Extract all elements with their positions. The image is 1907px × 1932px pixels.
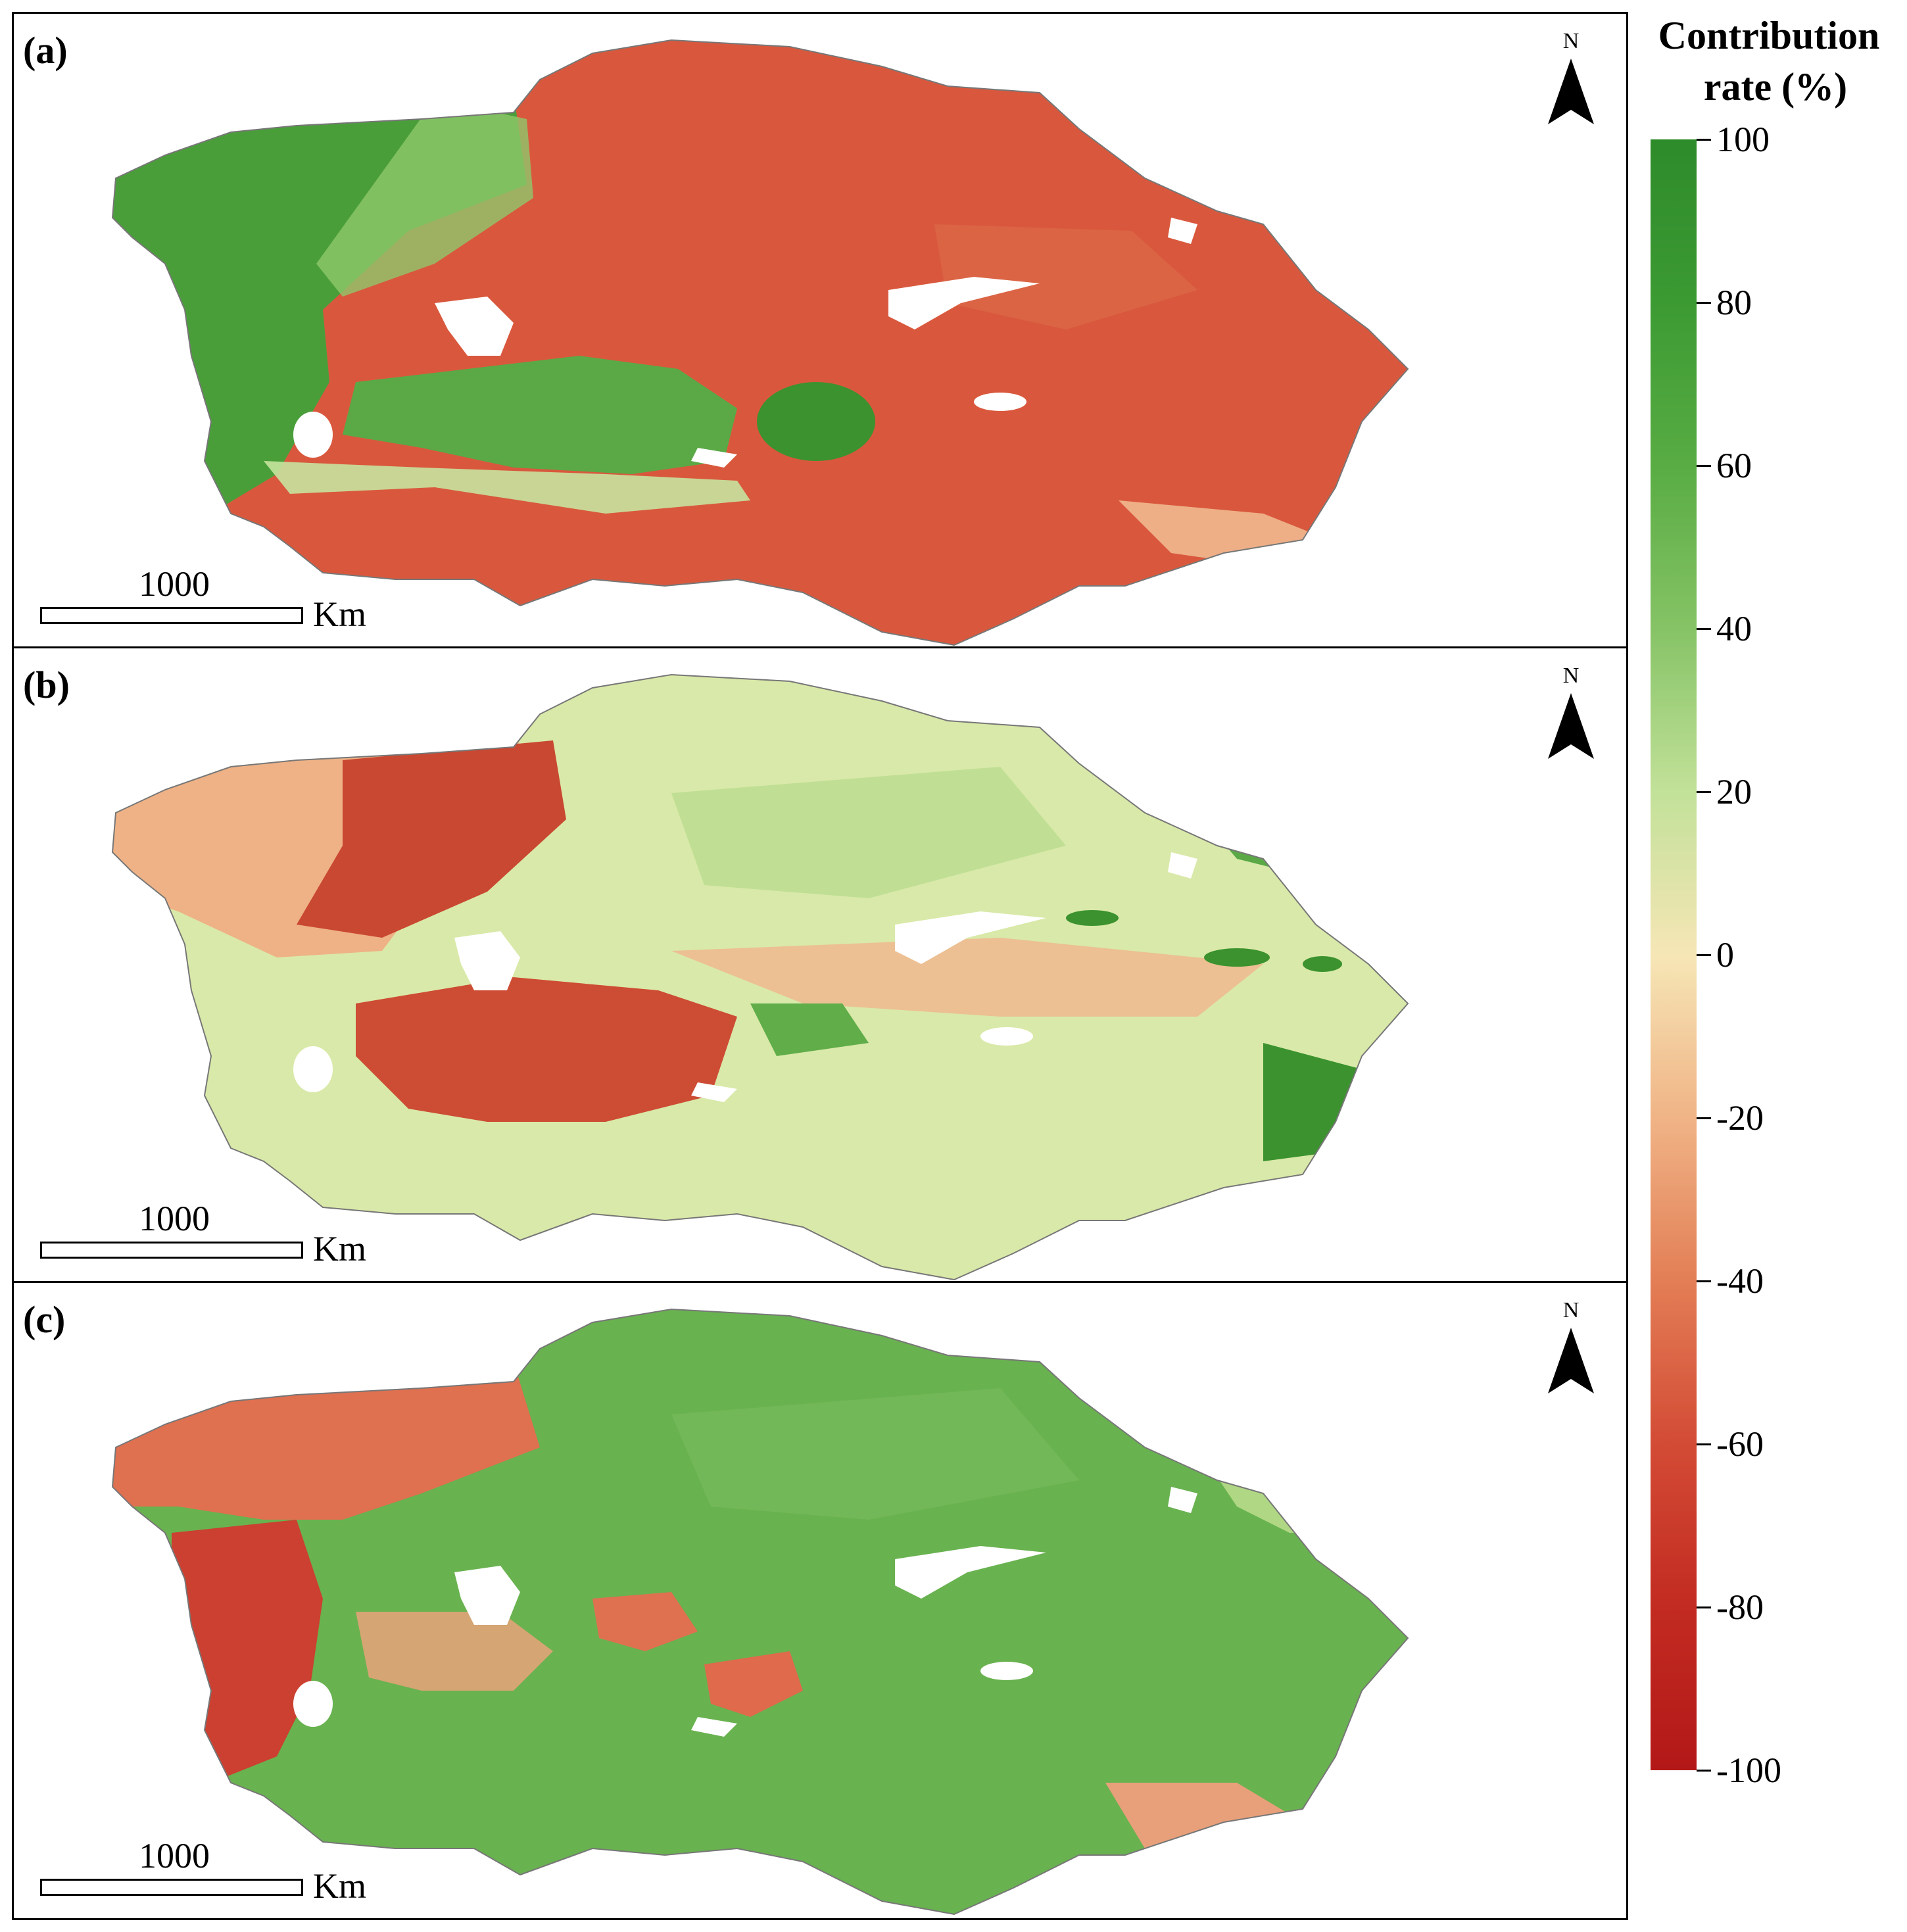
colorbar-tick-label: -100	[1716, 1751, 1781, 1790]
colorbar-tick-label: 60	[1716, 446, 1752, 485]
water-bodies	[293, 218, 1197, 468]
colorbar-tick	[1697, 1280, 1711, 1282]
scale-bar-rect	[40, 1879, 303, 1896]
colorbar-tick-label: -40	[1716, 1261, 1764, 1301]
map-a-raster	[111, 39, 1409, 646]
north-arrow-a: N	[1545, 28, 1597, 133]
north-letter: N	[1562, 1298, 1580, 1322]
scale-bar-unit: Km	[313, 1866, 366, 1906]
colorbar-tick-label: 100	[1716, 120, 1770, 159]
colorbar-tick-label: 80	[1716, 283, 1752, 322]
color-legend: Contribution rate (%) 100 80 60 40 20 0 -20 -40…	[1637, 0, 1907, 1932]
colorbar-tick	[1697, 1606, 1711, 1608]
scale-bar-unit: Km	[313, 594, 366, 634]
scale-bar-value: 1000	[139, 1199, 210, 1238]
colorbar-tick-label: 20	[1716, 772, 1752, 811]
north-letter: N	[1562, 664, 1580, 688]
panel-label-c: (c)	[23, 1298, 66, 1341]
scale-bar-rect	[40, 1242, 303, 1259]
north-letter: N	[1562, 29, 1580, 53]
colorbar-tick-label: -80	[1716, 1587, 1764, 1627]
scale-bar-value: 1000	[139, 564, 210, 604]
colorbar-tick-label: -60	[1716, 1424, 1764, 1464]
colorbar-tick-label: -20	[1716, 1098, 1764, 1138]
colorbar-tick	[1697, 302, 1711, 304]
colorbar-tick	[1697, 1770, 1711, 1772]
north-arrow-b: N	[1545, 663, 1597, 768]
map-panel-b: (b) N 1000 Km	[12, 646, 1628, 1283]
north-arrow-icon	[1548, 59, 1594, 124]
colorbar-tick	[1697, 1117, 1711, 1119]
legend-title-line2: rate (%)	[1703, 65, 1848, 109]
map-panel-c: (c) N 1000 Km	[12, 1281, 1628, 1920]
colorbar	[1651, 139, 1697, 1770]
scale-bar-rect	[40, 607, 303, 624]
north-arrow-icon	[1548, 1328, 1594, 1393]
north-arrow-icon	[1548, 693, 1594, 759]
map-panel-a: (a) N 1000 Km	[12, 12, 1628, 648]
colorbar-tick-label: 40	[1716, 609, 1752, 648]
colorbar-tick	[1697, 791, 1711, 793]
scale-bar-c: 1000 Km	[40, 1835, 408, 1908]
scale-bar-unit: Km	[313, 1229, 366, 1268]
water-bodies	[293, 1487, 1197, 1737]
scale-bar-b: 1000 Km	[40, 1198, 408, 1270]
north-arrow-c: N	[1545, 1297, 1597, 1403]
map-c-raster	[111, 1308, 1409, 1916]
legend-title-line1: Contribution	[1658, 14, 1880, 57]
colorbar-tick	[1697, 465, 1711, 467]
panel-label-b: (b)	[23, 664, 70, 706]
scale-bar-a: 1000 Km	[40, 564, 408, 636]
map-b-raster	[111, 673, 1409, 1281]
colorbar-tick	[1697, 1443, 1711, 1445]
colorbar-tick	[1697, 139, 1711, 141]
colorbar-tick	[1697, 954, 1711, 956]
panel-label-a: (a)	[23, 29, 68, 72]
colorbar-tick	[1697, 628, 1711, 630]
water-bodies	[293, 852, 1197, 1102]
scale-bar-value: 1000	[139, 1836, 210, 1875]
colorbar-tick-label: 0	[1716, 935, 1734, 975]
